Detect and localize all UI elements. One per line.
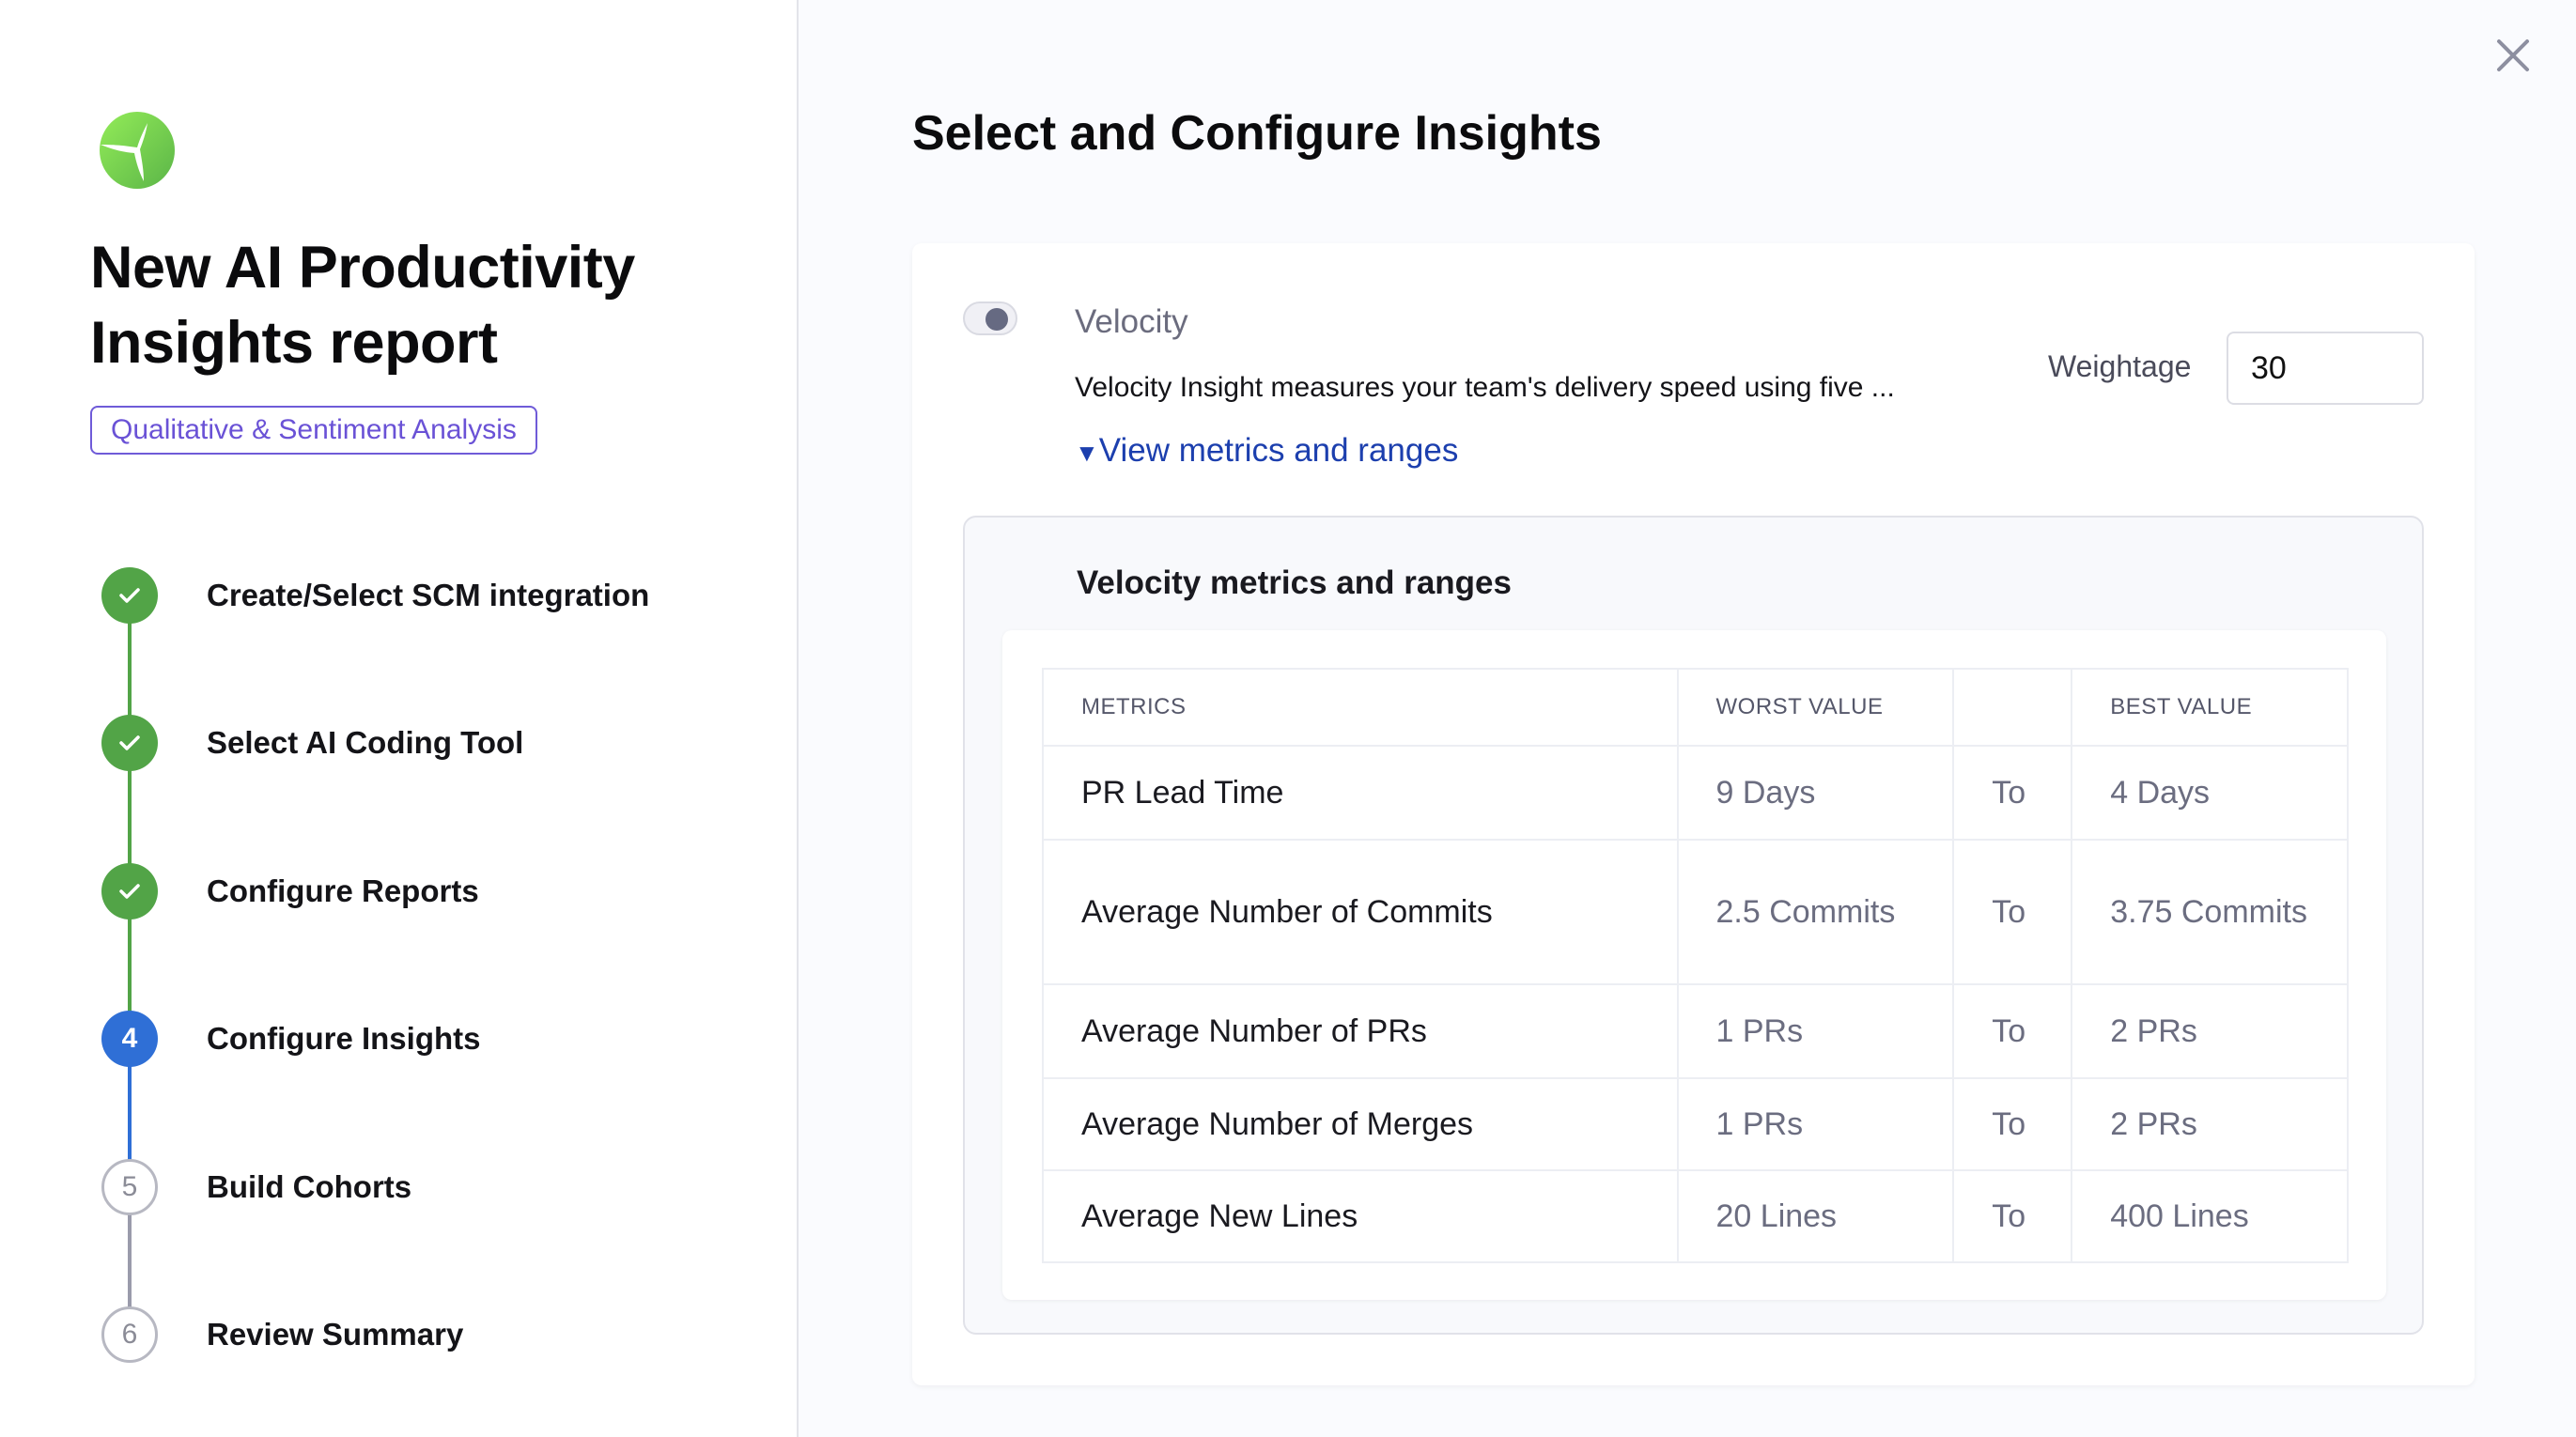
check-icon: [101, 567, 158, 624]
range-separator: To: [1952, 983, 2073, 1079]
worst-value: 20 Lines: [1676, 1169, 1955, 1263]
range-separator: To: [1952, 745, 2073, 841]
best-value: 4 Days: [2071, 745, 2349, 841]
step-label: Create/Select SCM integration: [207, 578, 650, 612]
column-header: METRICS: [1042, 668, 1679, 747]
step-label: Configure Reports: [207, 873, 479, 908]
step-connector: [128, 1065, 132, 1213]
step-1[interactable]: Create/Select SCM integration: [101, 567, 649, 624]
step-4[interactable]: 4 Configure Insights: [101, 1011, 481, 1067]
worst-value: 1 PRs: [1676, 983, 1955, 1079]
close-icon[interactable]: [2491, 34, 2535, 77]
worst-value: 1 PRs: [1676, 1077, 1955, 1171]
step-3[interactable]: Configure Reports: [101, 863, 479, 919]
metrics-table: METRICS WORST VALUE BEST VALUE PR Lead Tim…: [1042, 668, 2349, 1263]
best-value: 2 PRs: [2071, 1077, 2349, 1171]
metrics-panel-title: Velocity metrics and ranges: [1077, 564, 1512, 601]
table-row: Average Number of Merges 1 PRs To 2 PRs: [1042, 1077, 2349, 1171]
insight-name: Velocity: [1075, 303, 1188, 340]
step-number: 4: [101, 1011, 158, 1067]
column-header: WORST VALUE: [1676, 668, 1955, 747]
worst-value: 9 Days: [1676, 745, 1955, 841]
step-2[interactable]: Select AI Coding Tool: [101, 715, 523, 771]
report-title: New AI Productivity Insights report: [90, 235, 635, 376]
step-6[interactable]: 6 Review Summary: [101, 1306, 463, 1363]
step-connector: [128, 769, 132, 918]
page-title: Select and Configure Insights: [912, 106, 1602, 161]
toggle-knob: [985, 308, 1008, 331]
column-header: BEST VALUE: [2071, 668, 2349, 747]
best-value: 2 PRs: [2071, 983, 2349, 1079]
table-row: Average New Lines 20 Lines To 400 Lines: [1042, 1169, 2349, 1263]
step-connector: [128, 918, 132, 1065]
velocity-toggle[interactable]: [963, 301, 1017, 335]
insight-card-velocity: Velocity Velocity Insight measures your …: [912, 243, 2475, 1385]
step-label: Build Cohorts: [207, 1169, 412, 1204]
step-number: 5: [101, 1159, 158, 1215]
step-number: 6: [101, 1306, 158, 1363]
best-value: 400 Lines: [2071, 1169, 2349, 1263]
sidebar: New AI Productivity Insights report Qual…: [0, 0, 799, 1437]
report-type-badge: Qualitative & Sentiment Analysis: [90, 406, 537, 455]
view-metrics-link[interactable]: ▼View metrics and ranges: [1075, 432, 1458, 470]
step-label: Select AI Coding Tool: [207, 725, 524, 760]
caret-down-icon: ▼: [1075, 439, 1099, 467]
view-metrics-link-label: View metrics and ranges: [1098, 432, 1459, 469]
insight-description: Velocity Insight measures your team's de…: [1075, 372, 1895, 403]
range-separator: To: [1952, 1169, 2073, 1263]
check-icon: [101, 715, 158, 771]
metric-name: Average Number of PRs: [1042, 983, 1679, 1079]
metric-name: Average New Lines: [1042, 1169, 1679, 1263]
range-separator: To: [1952, 1077, 2073, 1171]
weightage-label: Weightage: [2048, 349, 2192, 383]
check-icon: [101, 863, 158, 919]
logo-icon: [100, 112, 175, 189]
metric-name: PR Lead Time: [1042, 745, 1679, 841]
metrics-panel: Velocity metrics and ranges METRICS WORST…: [963, 516, 2424, 1335]
step-label: Review Summary: [207, 1317, 464, 1352]
step-connector: [128, 1213, 132, 1361]
best-value: 3.75 Commits: [2071, 839, 2349, 985]
weightage-input[interactable]: [2227, 332, 2424, 405]
table-row: Average Number of PRs 1 PRs To 2 PRs: [1042, 983, 2349, 1079]
column-header: [1952, 668, 2073, 747]
step-connector: [128, 622, 132, 769]
range-separator: To: [1952, 839, 2073, 985]
step-5[interactable]: 5 Build Cohorts: [101, 1159, 411, 1215]
worst-value: 2.5 Commits: [1676, 839, 1955, 985]
table-header-row: METRICS WORST VALUE BEST VALUE: [1042, 668, 2349, 747]
step-label: Configure Insights: [207, 1021, 481, 1056]
metric-name: Average Number of Merges: [1042, 1077, 1679, 1171]
table-row: Average Number of Commits 2.5 Commits To 3.…: [1042, 839, 2349, 985]
table-row: PR Lead Time 9 Days To 4 Days: [1042, 745, 2349, 841]
metrics-table-container: METRICS WORST VALUE BEST VALUE PR Lead Tim…: [1002, 630, 2386, 1300]
metric-name: Average Number of Commits: [1042, 839, 1679, 985]
